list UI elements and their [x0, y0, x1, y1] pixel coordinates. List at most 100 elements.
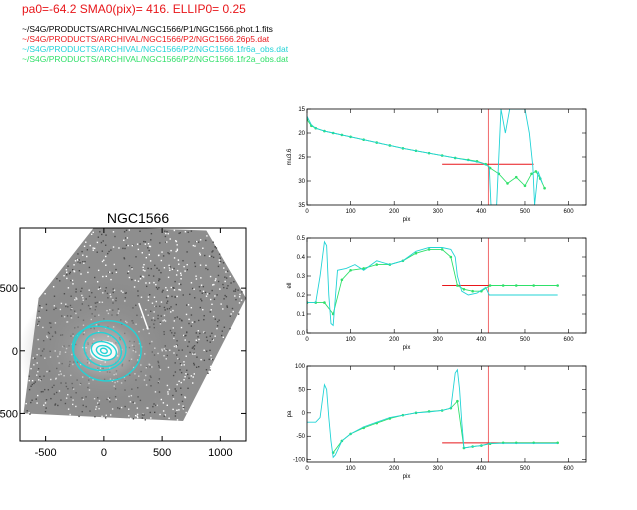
noise-pixel — [87, 271, 89, 274]
noise-pixel — [217, 274, 220, 277]
noise-pixel — [128, 276, 131, 279]
noise-pixel — [83, 245, 86, 248]
noise-pixel — [78, 270, 81, 272]
noise-pixel — [241, 291, 243, 293]
noise-pixel — [209, 335, 211, 337]
noise-pixel — [185, 313, 188, 316]
noise-pixel — [145, 282, 147, 284]
noise-pixel — [168, 417, 170, 419]
noise-pixel — [172, 408, 174, 411]
noise-pixel — [228, 331, 231, 333]
noise-pixel — [101, 233, 103, 236]
noise-pixel — [211, 338, 214, 340]
noise-pixel — [72, 283, 74, 285]
noise-pixel — [180, 319, 183, 321]
noise-pixel — [108, 271, 111, 273]
noise-pixel — [84, 260, 86, 263]
galaxy-image-panel — [19, 227, 247, 442]
image-ytick-label: 0 — [12, 346, 18, 358]
noise-pixel — [153, 411, 156, 414]
noise-pixel — [148, 245, 151, 248]
noise-pixel — [230, 282, 232, 284]
noise-pixel — [108, 250, 110, 253]
profile-ytick-label: 50 — [298, 387, 305, 393]
noise-pixel — [127, 272, 129, 274]
noise-pixel — [214, 246, 216, 248]
profile-xtick-label: 200 — [389, 466, 400, 472]
noise-pixel — [159, 242, 161, 244]
noise-pixel — [178, 263, 180, 265]
noise-pixel — [107, 252, 109, 255]
noise-pixel — [105, 234, 107, 236]
noise-pixel — [211, 332, 213, 334]
noise-pixel — [158, 269, 160, 271]
profile-xtick-label: 200 — [389, 337, 400, 343]
noise-pixel — [240, 299, 243, 301]
noise-pixel — [190, 282, 193, 284]
noise-pixel — [203, 359, 206, 362]
series-point — [362, 267, 365, 270]
series-point — [523, 184, 527, 188]
noise-pixel — [205, 336, 208, 338]
noise-pixel — [175, 240, 177, 242]
noise-pixel — [238, 302, 241, 304]
noise-pixel — [170, 249, 172, 252]
noise-pixel — [189, 293, 191, 296]
series-point — [323, 301, 326, 304]
file-list: ~/S4G/PRODUCTS/ARCHIVAL/NGC1566/P1/NGC15… — [22, 24, 288, 64]
noise-pixel — [144, 243, 147, 245]
noise-pixel — [204, 332, 206, 334]
noise-pixel — [31, 399, 33, 401]
noise-pixel — [224, 280, 226, 283]
noise-pixel — [148, 249, 150, 252]
noise-pixel — [224, 276, 226, 278]
noise-pixel — [172, 394, 174, 397]
profile-ylabel: mu3.6 — [287, 148, 293, 165]
profile-ytick-label: 30 — [298, 179, 305, 185]
noise-pixel — [213, 298, 216, 300]
noise-pixel — [194, 245, 196, 247]
noise-pixel — [145, 256, 148, 259]
noise-pixel — [178, 232, 180, 235]
noise-pixel — [167, 252, 169, 254]
noise-pixel — [70, 279, 72, 282]
noise-pixel — [59, 280, 61, 282]
series-point — [530, 172, 533, 176]
noise-pixel — [198, 338, 200, 341]
noise-pixel — [173, 289, 176, 291]
series-point — [462, 288, 466, 291]
noise-pixel — [200, 277, 202, 279]
noise-pixel — [205, 267, 207, 270]
noise-pixel — [172, 398, 175, 400]
noise-pixel — [44, 402, 47, 404]
noise-pixel — [52, 285, 55, 288]
noise-pixel — [114, 235, 116, 238]
noise-pixel — [181, 400, 184, 403]
noise-pixel — [169, 238, 171, 240]
noise-pixel — [158, 278, 160, 280]
noise-pixel — [168, 264, 170, 267]
noise-pixel — [203, 331, 205, 333]
noise-pixel — [122, 247, 124, 250]
noise-pixel — [43, 404, 45, 406]
noise-pixel — [81, 250, 83, 253]
noise-pixel — [162, 402, 165, 404]
noise-pixel — [144, 419, 147, 421]
noise-pixel — [144, 241, 147, 243]
noise-pixel — [161, 291, 163, 293]
noise-pixel — [166, 289, 168, 291]
profile-ytick-label: 20 — [298, 131, 305, 137]
image-ytick-label: 500 — [0, 408, 18, 420]
series-point — [543, 186, 546, 190]
noise-pixel — [44, 293, 46, 295]
isophote-ellipse — [83, 331, 123, 368]
profile-ytick-label: 25 — [298, 155, 305, 161]
noise-pixel — [187, 387, 189, 390]
profile-ytick-label: 15 — [298, 107, 305, 113]
noise-pixel — [215, 247, 218, 249]
profile-ytick-label: 100 — [295, 364, 306, 370]
noise-pixel — [179, 318, 181, 320]
noise-pixel — [218, 253, 221, 255]
noise-pixel — [165, 232, 167, 235]
noise-pixel — [176, 269, 179, 272]
